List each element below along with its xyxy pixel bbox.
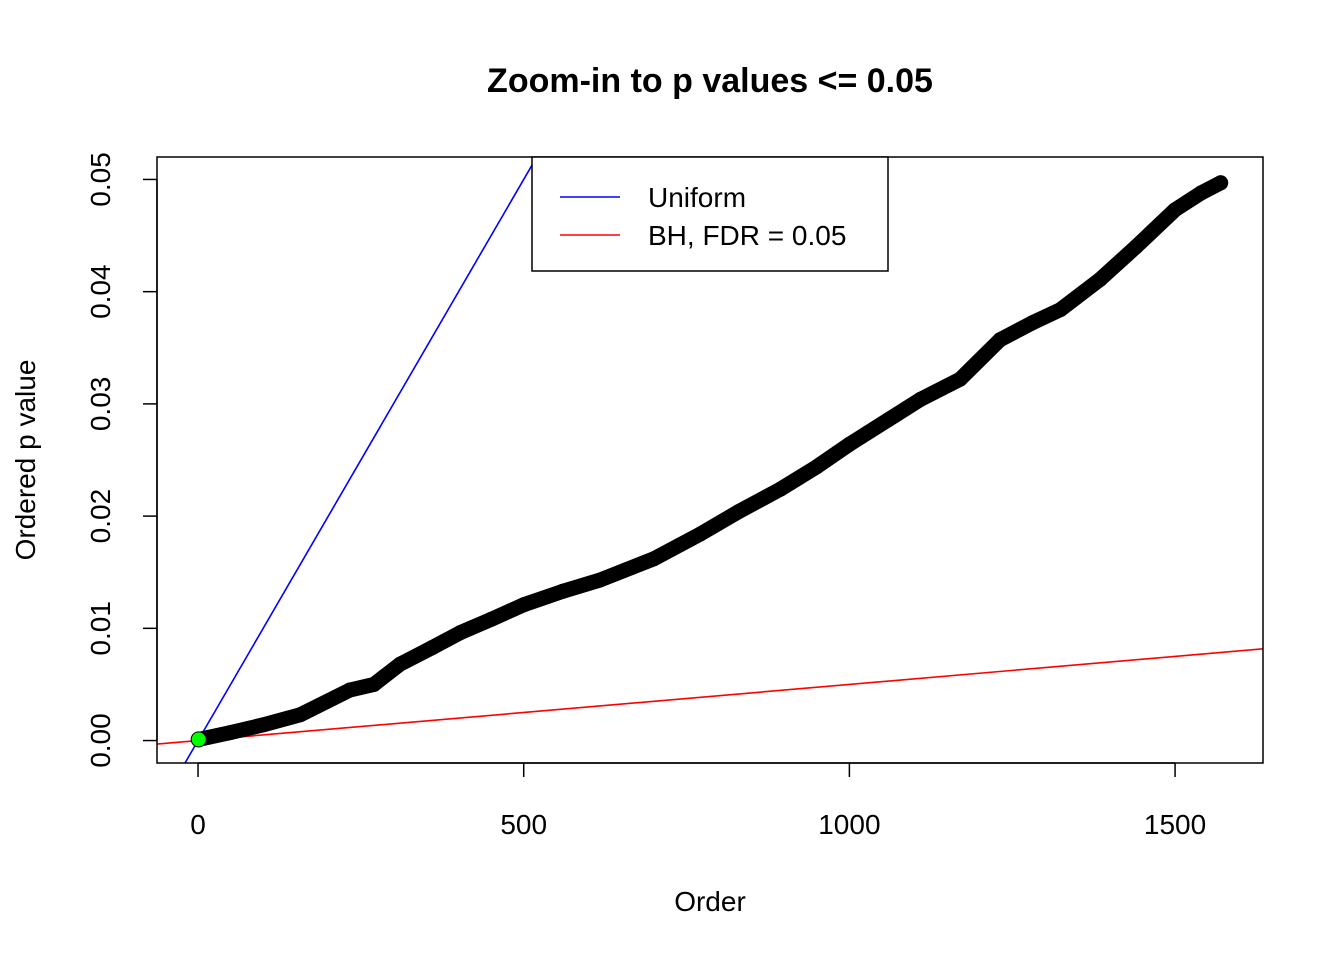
- x-tick-label: 1500: [1144, 809, 1206, 840]
- data-point: [880, 412, 896, 428]
- highlight-point: [190, 731, 207, 748]
- data-point: [952, 371, 968, 387]
- x-axis-label: Order: [674, 886, 746, 917]
- x-tick-label: 0: [190, 809, 206, 840]
- data-point: [1052, 302, 1068, 318]
- data-point: [255, 717, 271, 733]
- y-axis-label: Ordered p value: [10, 360, 41, 561]
- legend: Uniform BH, FDR = 0.05: [531, 156, 889, 272]
- data-point: [392, 656, 408, 672]
- x-axis: 0 500 1000 1500: [190, 762, 1206, 840]
- legend-box: [531, 156, 889, 272]
- data-point: [992, 332, 1008, 348]
- y-tick-label: 0.02: [85, 489, 116, 544]
- plot-area: [157, 157, 1263, 763]
- data-point: [483, 611, 499, 627]
- data-point: [809, 459, 825, 475]
- data-point: [292, 707, 308, 723]
- data-point: [452, 625, 468, 641]
- data-point: [1128, 239, 1144, 255]
- data-point: [1024, 315, 1040, 331]
- y-tick-label: 0.03: [85, 377, 116, 432]
- y-tick-label: 0.05: [85, 152, 116, 207]
- data-point: [342, 682, 358, 698]
- data-point: [912, 391, 928, 407]
- legend-label-bh: BH, FDR = 0.05: [648, 220, 846, 251]
- y-tick-label: 0.04: [85, 264, 116, 319]
- x-tick-label: 1000: [818, 809, 880, 840]
- data-point: [772, 481, 788, 497]
- data-point: [841, 436, 857, 452]
- data-point: [516, 597, 532, 613]
- y-tick-label: 0.01: [85, 601, 116, 656]
- data-point: [592, 572, 608, 588]
- x-tick-label: 500: [500, 809, 547, 840]
- bh-line: [157, 648, 1263, 745]
- data-point: [1167, 202, 1183, 218]
- data-point: [366, 676, 382, 692]
- legend-label-uniform: Uniform: [648, 182, 746, 213]
- y-axis: 0.00 0.01 0.02 0.03 0.04 0.05: [85, 152, 158, 768]
- data-point: [1092, 271, 1108, 287]
- chart-title: Zoom-in to p values <= 0.05: [487, 62, 933, 100]
- data-point: [731, 504, 747, 520]
- data-point: [692, 526, 708, 542]
- data-point: [646, 551, 662, 567]
- data-point: [222, 725, 238, 741]
- data-point: [1213, 175, 1229, 191]
- data-point: [555, 583, 571, 599]
- y-tick-label: 0.00: [85, 713, 116, 768]
- data-point: [425, 639, 441, 655]
- data-point: [1193, 185, 1209, 201]
- uniform-line: [184, 157, 538, 763]
